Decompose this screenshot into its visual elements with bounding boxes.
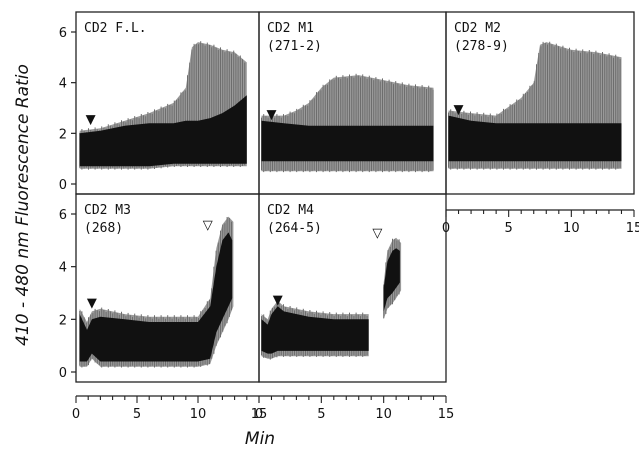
black-band-m4 xyxy=(261,306,369,354)
y-tick-label: 0 xyxy=(59,178,67,193)
y-tick-label: 4 xyxy=(59,261,67,276)
x-tick-label: 10 xyxy=(563,221,580,236)
panel-m1: ▼ CD2 M1 (271-2) xyxy=(258,11,447,195)
filled-arrow-marker: ▼ xyxy=(273,293,283,308)
panel-title: CD2 M3 xyxy=(84,203,131,218)
filled-arrow-marker: ▼ xyxy=(87,296,97,311)
panel-title: CD2 M2 xyxy=(454,21,501,36)
black-band-area xyxy=(383,248,400,312)
panel-fl: ▼ CD2 F.L. 0 2 4 6 xyxy=(59,11,260,195)
open-arrow-marker: ▽ xyxy=(203,218,213,233)
panel-subtitle: (278-9) xyxy=(454,39,509,54)
panel-subtitle: (268) xyxy=(84,221,123,236)
black-band-area xyxy=(79,232,233,362)
y-tick-label: 2 xyxy=(59,127,67,142)
x-tick-label: 0 xyxy=(442,221,450,236)
panel-title: CD2 M4 xyxy=(267,203,314,218)
open-arrow-marker: ▽ xyxy=(372,226,382,241)
x-tick-label: 5 xyxy=(505,221,513,236)
y-tick-label: 4 xyxy=(59,77,67,92)
black-band-area xyxy=(79,95,247,167)
y-tick-label: 2 xyxy=(59,313,67,328)
y-tick-label: 0 xyxy=(59,366,67,381)
black-band-area xyxy=(261,306,369,354)
panel-frame xyxy=(258,193,447,383)
panel-m4: ▼ ▽ CD2 M4 (264-5) xyxy=(258,193,447,383)
y-tick-label: 6 xyxy=(59,26,67,41)
x-tick-label: 15 xyxy=(251,407,268,422)
filled-arrow-marker: ▼ xyxy=(454,103,464,118)
x-tick-label: 0 xyxy=(72,407,80,422)
x-axis-m4: 0 5 10 15 xyxy=(255,395,455,422)
x-tick-label: 0 xyxy=(255,407,263,422)
panel-m3: ▼ ▽ CD2 M3 (268) 0 2 4 6 xyxy=(59,193,260,383)
panel-m2: ▼ CD2 M2 (278-9) xyxy=(445,11,635,195)
x-axis-m2: 0 5 10 15 xyxy=(442,209,639,236)
x-tick-label: 5 xyxy=(133,407,141,422)
x-tick-label: 5 xyxy=(317,407,325,422)
black-band-area xyxy=(448,115,622,162)
x-tick-label: 10 xyxy=(375,407,392,422)
panel-frame xyxy=(445,11,635,195)
black-band-m3 xyxy=(79,232,233,362)
black-band-m2 xyxy=(448,115,622,162)
x-axis-m3: 0 5 10 15 xyxy=(72,395,268,422)
x-tick-label: 15 xyxy=(438,407,455,422)
x-tick-label: 15 xyxy=(626,221,639,236)
x-tick-label: 10 xyxy=(190,407,207,422)
panel-subtitle: (264-5) xyxy=(267,221,322,236)
filled-arrow-marker: ▼ xyxy=(86,113,96,128)
filled-arrow-marker: ▼ xyxy=(266,108,276,123)
panel-subtitle: (271-2) xyxy=(267,39,322,54)
y-tick-label: 6 xyxy=(59,208,67,223)
black-band-fl xyxy=(79,95,247,167)
black-band-2-m4 xyxy=(383,248,400,312)
y-axis-title: 410 - 480 nm Fluorescence Ratio xyxy=(13,64,33,346)
black-band-m1 xyxy=(261,120,434,162)
panel-title: CD2 M1 xyxy=(267,21,314,36)
panel-title: CD2 F.L. xyxy=(84,21,147,36)
black-band-area xyxy=(261,120,434,162)
x-axis-title: Min xyxy=(245,429,275,449)
